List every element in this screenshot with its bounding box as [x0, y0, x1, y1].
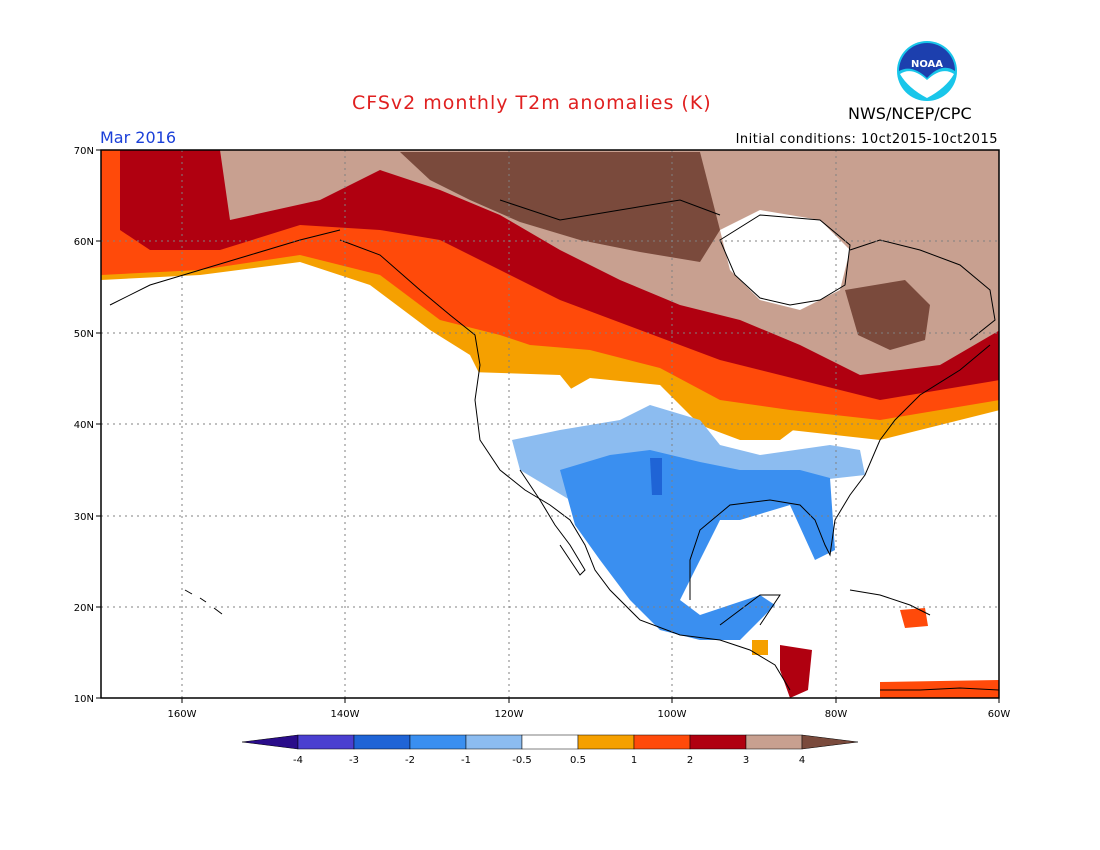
colorbar-tick-label: -4 [293, 755, 303, 766]
lon-label: 120W [495, 709, 524, 720]
lon-label: 140W [331, 709, 360, 720]
gridlines [101, 150, 999, 698]
lon-label: 100W [658, 709, 687, 720]
anomaly-region-brown-east [845, 280, 930, 350]
colorbar-tick-label: 2 [687, 755, 693, 766]
colorbar-swatch [409, 734, 467, 750]
anomaly-region-darkblue [650, 458, 662, 495]
lat-label: 10N [74, 694, 94, 705]
coast-cuba [849, 589, 931, 616]
anomaly-region-centralamerica [780, 645, 812, 698]
colorbar-swatch [801, 734, 859, 750]
noaa-logo: NOAA [896, 40, 958, 102]
colorbar-swatch [633, 734, 691, 750]
colorbar-tick-label: -1 [461, 755, 471, 766]
coast-yucatan [719, 594, 781, 626]
coast-arctic [499, 199, 721, 221]
anomaly-region-tan [220, 150, 999, 375]
colorbar-swatch [689, 734, 747, 750]
colorbar-swatch [353, 734, 411, 750]
colorbar-tick-label: 1 [631, 755, 637, 766]
colorbar-tick-label: -2 [405, 755, 415, 766]
coast-sa [880, 687, 999, 691]
initial-conditions: Initial conditions: 10ct2015-10ct2015 [735, 132, 998, 147]
colorbar-swatch [297, 734, 355, 750]
agency-label: NWS/NCEP/CPC [848, 104, 972, 123]
lat-label: 70N [74, 146, 94, 157]
lat-label: 60N [74, 237, 94, 248]
colorbar-swatch [521, 734, 579, 750]
colorbar-swatch [745, 734, 803, 750]
lat-label: 40N [74, 420, 94, 431]
colorbar-tick-label: 0.5 [570, 755, 586, 766]
coast-gulf [689, 344, 991, 600]
coastlines [109, 199, 999, 691]
coast-west [339, 239, 791, 691]
anomaly-region-orange-mid [660, 385, 800, 440]
coast-labrador [849, 239, 996, 341]
colorbar: -4 -3 -2 -1 -0.5 0.5 1 2 3 4 [241, 734, 859, 766]
coast-baja [519, 469, 586, 576]
anomaly-field [101, 150, 999, 698]
coast-hawaii [184, 589, 223, 615]
lat-label: 20N [74, 603, 94, 614]
anomaly-region-white-hudson [720, 210, 850, 310]
colorbar-tick-label: -0.5 [512, 755, 532, 766]
lon-label: 60W [988, 709, 1011, 720]
anomaly-region-brown [400, 152, 720, 262]
lat-label: 50N [74, 329, 94, 340]
chart-title: CFSv2 monthly T2m anomalies (K) [352, 92, 712, 114]
lon-label: 80W [825, 709, 848, 720]
lon-label: 160W [168, 709, 197, 720]
colorbar-swatch [465, 734, 523, 750]
lat-label: 30N [74, 512, 94, 523]
anomaly-region-cuba [900, 608, 928, 628]
anomaly-region-blue [560, 450, 835, 640]
colorbar-tick-label: 3 [743, 755, 749, 766]
colorbar-swatch [577, 734, 635, 750]
anomaly-region-ca-orange [752, 640, 768, 655]
coast-hudson [719, 214, 851, 306]
axis-ticks [96, 149, 1000, 703]
colorbar-tick-label: -3 [349, 755, 359, 766]
forecast-month: Mar 2016 [100, 128, 176, 147]
svg-text:NOAA: NOAA [911, 59, 943, 70]
colorbar-tick-label: 4 [799, 755, 805, 766]
longitude-labels: 160W 140W 120W 100W 80W 60W [168, 709, 1011, 720]
latitude-labels: 70N 60N 50N 40N 30N 20N 10N [74, 146, 94, 705]
colorbar-swatch [241, 734, 299, 750]
coast-alaska [109, 229, 341, 306]
